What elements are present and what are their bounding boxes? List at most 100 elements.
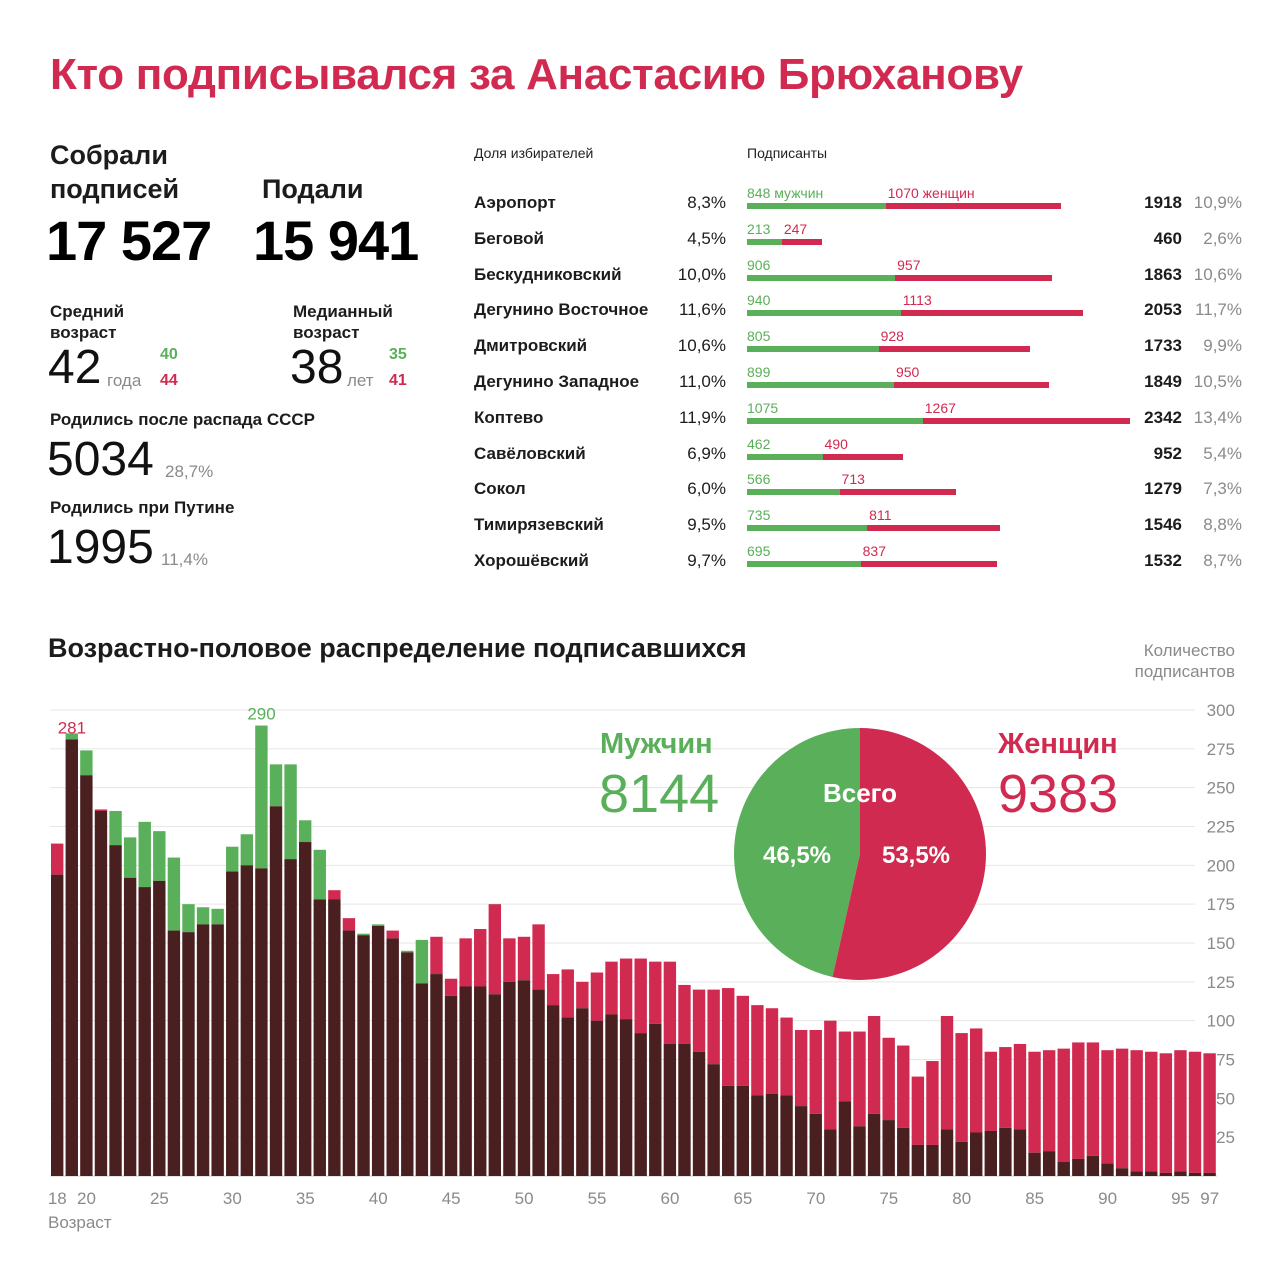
district-name: Бескудниковский bbox=[474, 264, 622, 284]
district-bar-women bbox=[781, 238, 823, 245]
bar-overlap bbox=[897, 1127, 910, 1176]
district-bar-men bbox=[747, 310, 901, 317]
bar-overlap bbox=[167, 930, 181, 1176]
bar-women-excess bbox=[722, 988, 735, 1086]
bar-women-excess bbox=[984, 1051, 997, 1131]
collected-label-line1: Собрали bbox=[50, 140, 168, 170]
bar-overlap bbox=[532, 989, 545, 1176]
bar-overlap bbox=[255, 868, 268, 1176]
y-axis-title-line1: Количество bbox=[1143, 641, 1235, 660]
bar-women-excess bbox=[692, 989, 706, 1052]
district-share: 11,9% bbox=[679, 407, 726, 427]
district-total: 1279 bbox=[1144, 479, 1182, 499]
district-share: 6,0% bbox=[687, 479, 726, 499]
bar-overlap bbox=[649, 1023, 662, 1176]
district-total-pct: 5,4% bbox=[1203, 443, 1242, 463]
bar-women-excess bbox=[444, 978, 458, 996]
district-total-pct: 9,9% bbox=[1203, 336, 1242, 356]
y-tick-label: 50 bbox=[1216, 1089, 1235, 1108]
bar-overlap bbox=[371, 925, 385, 1176]
district-share: 10,6% bbox=[677, 336, 726, 356]
bar-women-excess bbox=[474, 929, 487, 987]
pie-center-label: Всего bbox=[823, 778, 897, 808]
bar-overlap bbox=[415, 983, 429, 1176]
submitted-value: 15 941 bbox=[253, 209, 419, 272]
district-share: 8,3% bbox=[687, 193, 726, 212]
bar-men-excess bbox=[138, 821, 151, 888]
pie-slice-men bbox=[734, 728, 860, 977]
chart-annotations: 281 290 bbox=[58, 705, 276, 738]
district-total: 1849 bbox=[1144, 372, 1182, 391]
district-total-pct: 10,9% bbox=[1193, 193, 1242, 212]
bar-men-excess bbox=[313, 849, 326, 900]
bar-overlap bbox=[1013, 1129, 1027, 1176]
pie-men-pct: 46,5% bbox=[763, 842, 831, 869]
bar-overlap bbox=[459, 986, 472, 1176]
district-total: 1918 bbox=[1144, 193, 1182, 212]
bar-overlap bbox=[1072, 1158, 1085, 1176]
district-total-pct: 10,6% bbox=[1193, 264, 1242, 284]
bar-overlap bbox=[211, 924, 224, 1176]
x-tick-label: 45 bbox=[442, 1189, 461, 1208]
bar-women-excess bbox=[619, 958, 633, 1020]
bar-women-excess bbox=[999, 1047, 1012, 1128]
district-bar-women bbox=[893, 382, 1050, 388]
bar-overlap bbox=[722, 1085, 735, 1176]
bar-overlap bbox=[1203, 1172, 1216, 1176]
y-tick-label: 200 bbox=[1207, 856, 1235, 875]
putin-label: Родились при Путине bbox=[50, 498, 235, 517]
gender-pie: Всего 46,5% 53,5% bbox=[734, 728, 986, 980]
y-tick-label: 150 bbox=[1207, 934, 1235, 953]
bar-men-excess bbox=[269, 764, 283, 807]
bar-men-excess bbox=[255, 725, 268, 869]
bar-overlap bbox=[109, 845, 122, 1176]
bar-overlap bbox=[517, 980, 531, 1176]
bar-overlap bbox=[284, 859, 297, 1176]
bar-women-excess bbox=[809, 1029, 822, 1114]
district-name: Дегунино Восточное bbox=[474, 300, 649, 320]
bar-women-excess bbox=[882, 1037, 895, 1121]
y-tick-label: 300 bbox=[1207, 701, 1235, 720]
bar-overlap bbox=[999, 1127, 1012, 1176]
bar-overlap bbox=[692, 1051, 706, 1176]
y-tick-label: 250 bbox=[1207, 779, 1235, 798]
district-bar-men bbox=[747, 346, 879, 353]
district-men-label: 848 мужчин bbox=[747, 185, 824, 201]
bar-overlap bbox=[182, 932, 195, 1176]
district-women-label: 950 bbox=[895, 364, 920, 380]
district-name: Хорошёвский bbox=[474, 551, 589, 570]
bar-overlap bbox=[226, 871, 239, 1176]
bar-overlap bbox=[1130, 1171, 1143, 1176]
district-women-label: 713 bbox=[841, 471, 865, 488]
district-name: Савёловский bbox=[474, 443, 586, 463]
bar-overlap bbox=[1101, 1163, 1114, 1176]
y-tick-label: 100 bbox=[1207, 1012, 1235, 1031]
bar-overlap bbox=[1188, 1172, 1202, 1176]
submitted-label: Подали bbox=[262, 174, 364, 204]
district-bar-men bbox=[747, 525, 868, 532]
bar-overlap bbox=[298, 842, 312, 1176]
x-tick-label: 55 bbox=[588, 1189, 607, 1208]
bar-overlap bbox=[634, 1033, 647, 1176]
bar-overlap bbox=[1028, 1152, 1041, 1176]
bar-overlap bbox=[663, 1043, 677, 1176]
mean-age-value: 42 bbox=[48, 341, 102, 394]
bar-overlap bbox=[824, 1129, 837, 1176]
district-total-pct: 8,7% bbox=[1203, 551, 1242, 570]
bar-women-excess bbox=[970, 1028, 983, 1133]
district-name: Сокол bbox=[474, 479, 526, 499]
pie-women-value: 9383 bbox=[998, 764, 1119, 824]
bar-overlap bbox=[1159, 1172, 1173, 1176]
district-total-pct: 7,3% bbox=[1203, 479, 1242, 499]
mean-age-women: 44 bbox=[160, 372, 178, 389]
bar-overlap bbox=[357, 935, 370, 1176]
bar-overlap bbox=[911, 1144, 925, 1176]
bar-overlap bbox=[940, 1129, 954, 1176]
district-women-label: 928 bbox=[880, 328, 904, 345]
district-men-label: 940 bbox=[747, 292, 771, 309]
x-tick-label: 85 bbox=[1025, 1189, 1044, 1208]
bar-women-excess bbox=[1057, 1048, 1070, 1163]
bar-men-excess bbox=[357, 933, 370, 936]
district-men-label: 735 bbox=[747, 507, 771, 524]
x-tick-label: 95 bbox=[1171, 1189, 1190, 1208]
